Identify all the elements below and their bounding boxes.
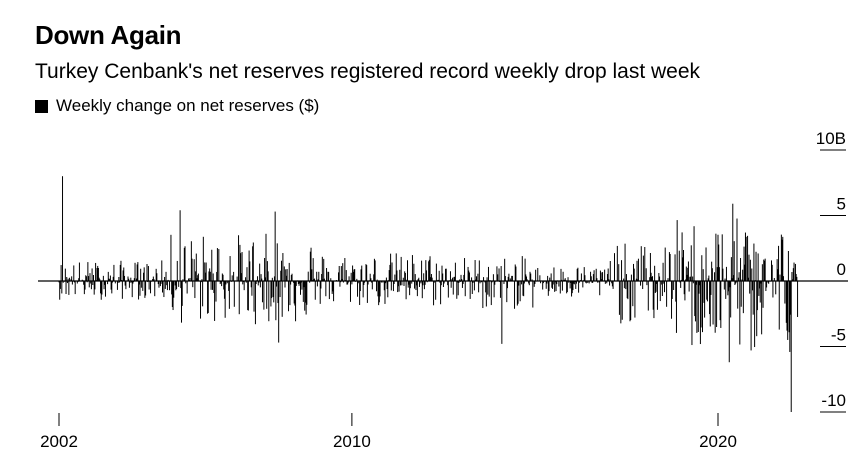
y-axis: 10B 5 0 -5 -10 [816, 129, 846, 413]
bar-series [58, 176, 799, 412]
legend-swatch [35, 99, 48, 113]
x-tick-label: 2002 [40, 432, 78, 451]
x-tick-label: 2010 [333, 432, 371, 451]
chart-title: Down Again [35, 20, 182, 50]
y-tick-label: -5 [831, 326, 846, 345]
legend: Weekly change on net reserves ($) [35, 96, 319, 116]
y-tick-label: 0 [837, 260, 846, 279]
chart-subtitle: Turkey Cenbank's net reserves registered… [35, 60, 701, 83]
y-tick-label: -10 [821, 391, 846, 410]
y-tick-label: 10B [816, 129, 846, 148]
y-tick-label: 5 [837, 195, 846, 214]
legend-label: Weekly change on net reserves ($) [56, 96, 320, 115]
x-tick-label: 2020 [699, 432, 737, 451]
x-axis: 2002 2010 2020 [40, 413, 737, 451]
